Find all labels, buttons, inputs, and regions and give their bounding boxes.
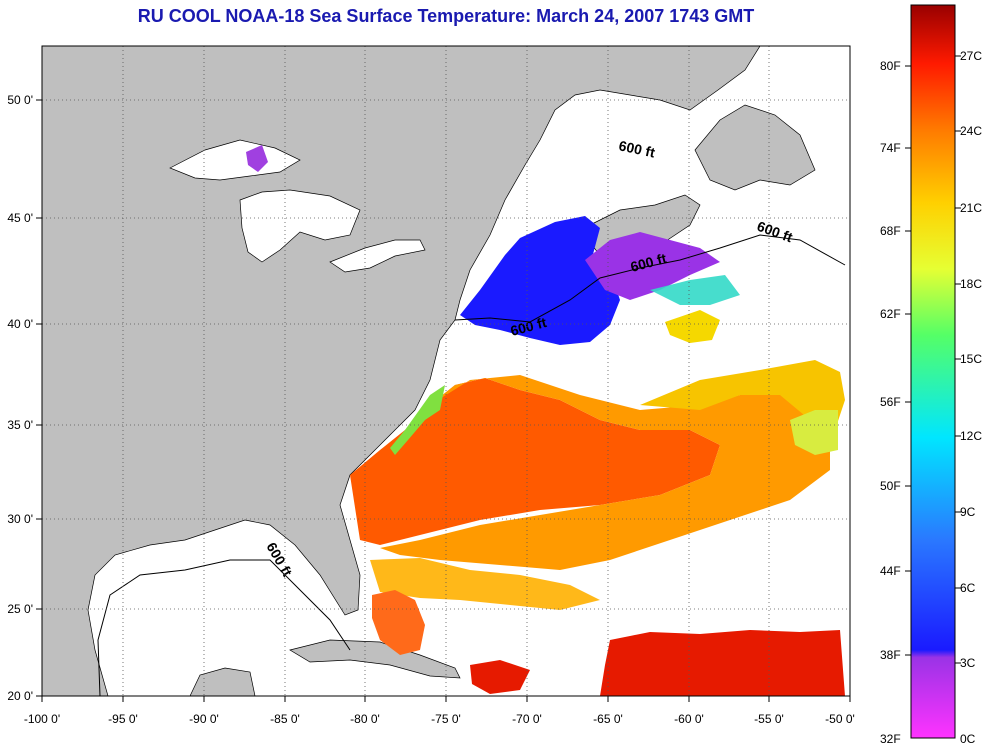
colorbar — [910, 4, 956, 739]
colorbar-c-label: 0C — [960, 732, 976, 746]
colorbar-f-label: 56F — [880, 395, 901, 409]
sst-cool-teal — [650, 275, 740, 305]
colorbar-f-label: 38F — [880, 648, 901, 662]
lake-superior — [169, 139, 301, 181]
colorbar-f-label: 44F — [880, 564, 901, 578]
lat-label: 40 0' — [7, 317, 33, 331]
lake-erie-ontario — [329, 239, 426, 273]
lon-label: -70 0' — [512, 712, 542, 726]
lon-label: -50 0' — [825, 712, 855, 726]
lon-label: -95 0' — [108, 712, 138, 726]
land-yucatan — [189, 667, 256, 696]
lake-michigan-huron — [239, 189, 361, 263]
map-title: RU COOL NOAA-18 Sea Surface Temperature:… — [137, 6, 755, 26]
lon-label: -100 0' — [24, 712, 60, 726]
lat-label: 25 0' — [7, 602, 33, 616]
lon-label: -80 0' — [350, 712, 380, 726]
longitude-labels: -100 0' -95 0' -90 0' -85 0' -80 0' -75 … — [24, 712, 855, 726]
sst-gulf-stream-warm — [350, 378, 720, 545]
colorbar-f-label: 74F — [880, 141, 901, 155]
isobath-600ft-gulf — [97, 559, 351, 696]
colorbar-f-label: 80F — [880, 59, 901, 73]
sst-yellow-patch — [665, 310, 720, 343]
sst-lake-superior-cold — [246, 145, 268, 172]
colorbar-c-label: 18C — [960, 277, 983, 291]
lon-label: -85 0' — [270, 712, 300, 726]
lat-label: 35 0' — [7, 418, 33, 432]
colorbar-c-label: 24C — [960, 124, 983, 138]
lon-label: -65 0' — [593, 712, 623, 726]
colorbar-c-label: 9C — [960, 505, 976, 519]
colorbar-f-label: 50F — [880, 479, 901, 493]
colorbar-c-label: 3C — [960, 656, 976, 670]
lon-label: -60 0' — [674, 712, 704, 726]
colorbar-c-label: 15C — [960, 352, 983, 366]
lat-label: 20 0' — [7, 689, 33, 703]
sst-bahamas-warm — [372, 590, 425, 655]
sst-caribbean-spots — [470, 660, 530, 694]
lon-label: -55 0' — [754, 712, 784, 726]
colorbar-ticks — [905, 55, 961, 664]
colorbar-c-label: 27C — [960, 49, 983, 63]
colorbar-f-label: 32F — [880, 732, 901, 746]
colorbar-f-label: 62F — [880, 307, 901, 321]
colorbar-c-label: 21C — [960, 201, 983, 215]
sst-light-green — [790, 410, 838, 455]
sst-coastal-green — [390, 385, 445, 455]
land-newfoundland — [694, 104, 816, 191]
sst-cold-gulf-of-maine — [460, 216, 620, 345]
tick-marks — [36, 99, 851, 702]
lat-label: 30 0' — [7, 512, 33, 526]
sst-warm-yellow — [640, 360, 845, 430]
colorbar-c-label: 12C — [960, 429, 983, 443]
land-cuba — [289, 639, 461, 679]
sst-warm-orange — [380, 375, 830, 570]
latitude-labels: 50 0' 45 0' 40 0' 35 0' 30 0' 25 0' 20 0… — [7, 93, 33, 703]
colorbar-c-label: 6C — [960, 581, 976, 595]
lat-label: 50 0' — [7, 93, 33, 107]
isobath-600ft-north — [454, 234, 846, 323]
land-north-america — [42, 46, 761, 696]
lon-label: -90 0' — [189, 712, 219, 726]
sst-scattered-warm — [370, 558, 600, 610]
lon-label: -75 0' — [431, 712, 461, 726]
grid — [42, 46, 850, 696]
colorbar-f-label: 68F — [880, 224, 901, 238]
lat-label: 45 0' — [7, 211, 33, 225]
sst-caribbean-hot — [600, 630, 845, 696]
isobath-label-1: 600 ft — [617, 137, 656, 160]
